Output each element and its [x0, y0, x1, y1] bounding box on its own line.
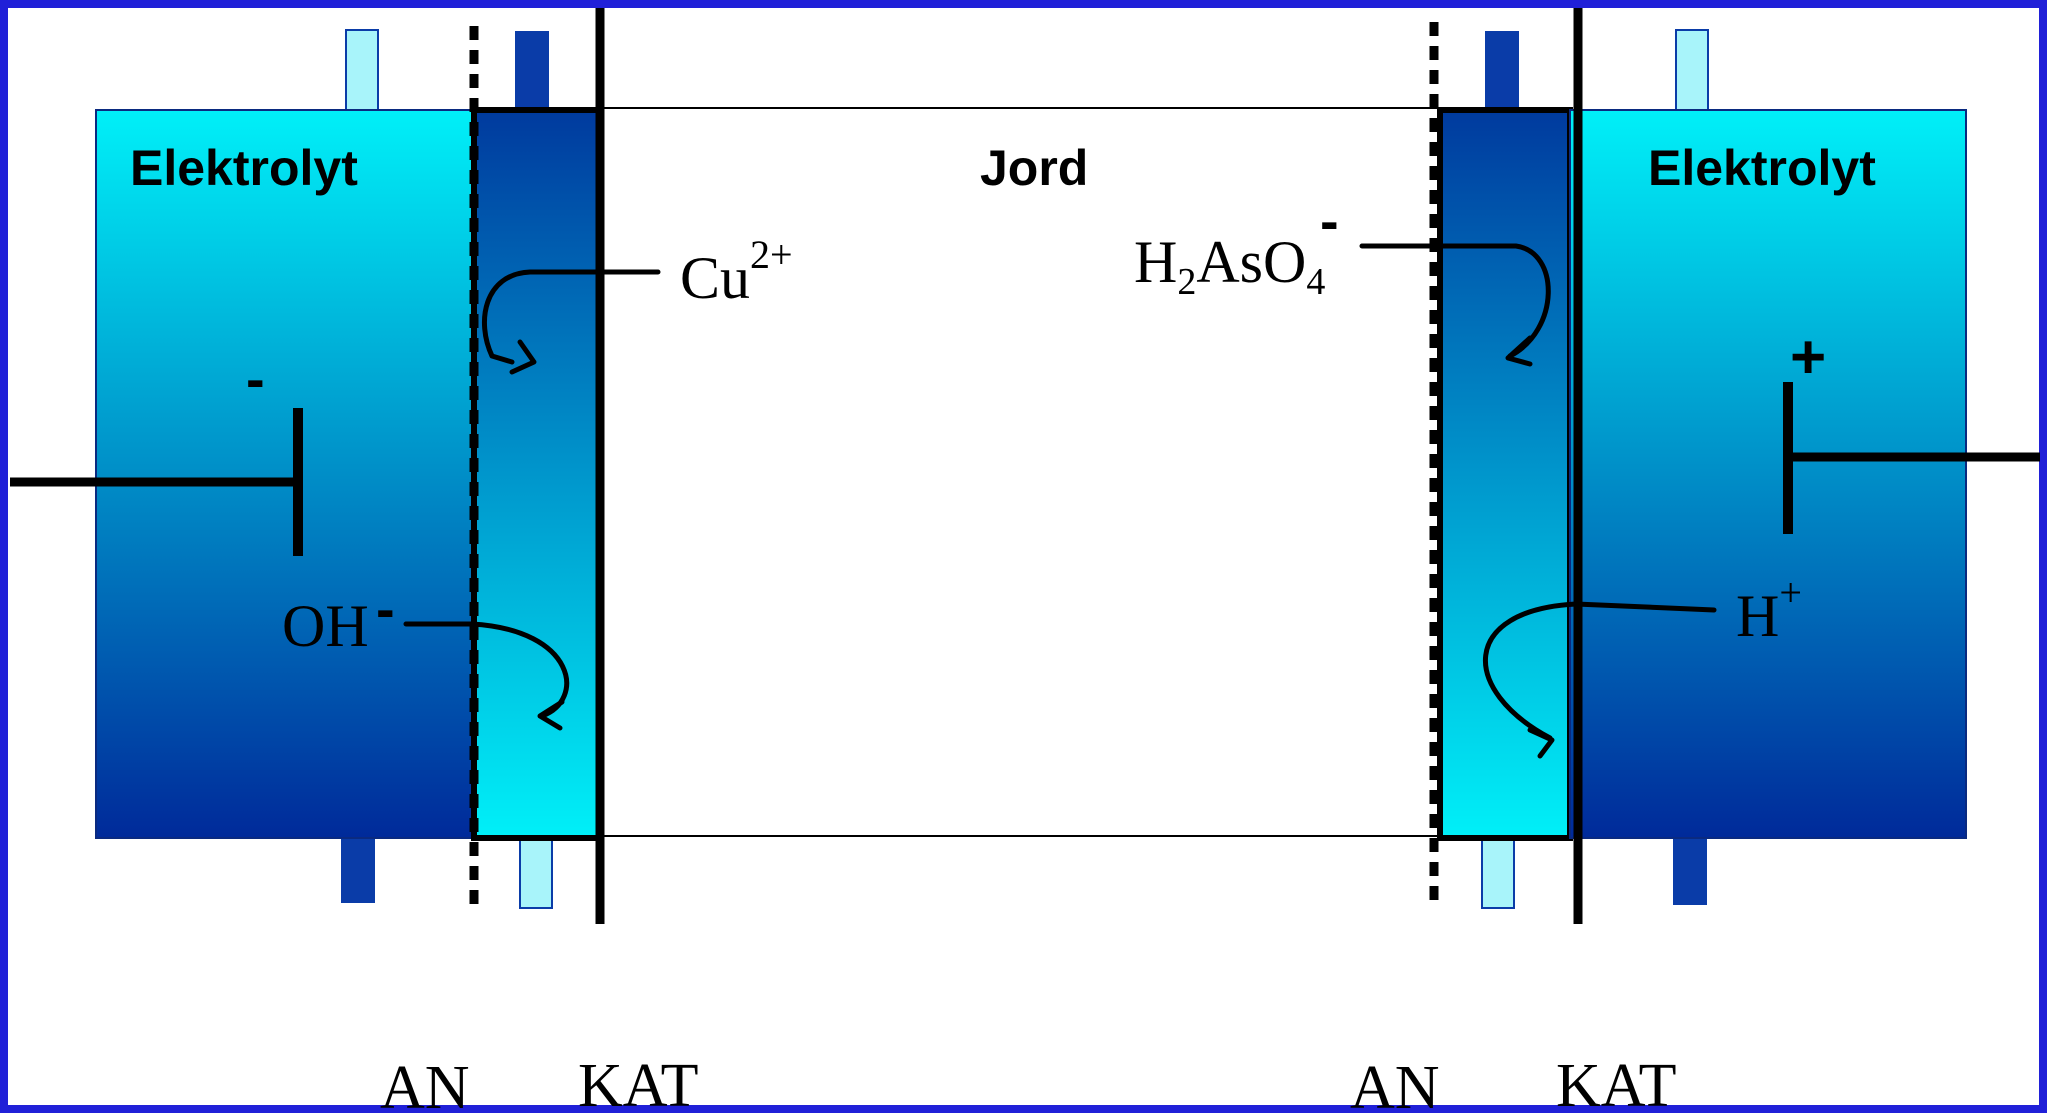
left-membrane-compartment	[471, 107, 603, 841]
soil-label: Jord	[980, 140, 1088, 196]
arsenate-ion-label: H2AsO4	[1134, 229, 1325, 303]
left-membrane-top-tube	[515, 31, 549, 111]
plus-sign: +	[1790, 323, 1826, 392]
arsenate-arrow-head	[1505, 335, 1533, 367]
right-membrane-top-tube	[1485, 31, 1519, 111]
right-chamber-bottom-tube	[1673, 835, 1707, 905]
cu-ion-label: Cu2+	[680, 232, 793, 311]
hydroxide-arrow-head	[537, 699, 565, 731]
hydroxide-charge: -	[376, 577, 395, 640]
right-cation-membrane-label: KAT	[1556, 1052, 1677, 1113]
proton-ion-label: H+	[1736, 570, 1802, 649]
right-electrolyte-chamber	[1569, 109, 1967, 839]
minus-sign: -	[246, 347, 265, 410]
left-cation-membrane-label: KAT	[578, 1052, 699, 1113]
right-chamber-top-tube	[1675, 29, 1709, 111]
right-electrolyte-label: Elektrolyt	[1648, 140, 1876, 196]
left-anion-membrane-label: AN	[380, 1054, 470, 1113]
proton-flow-arrow	[1483, 601, 1717, 741]
hydroxide-ion-label: OH	[282, 593, 369, 659]
right-membrane-compartment	[1437, 107, 1573, 841]
left-membrane-bottom-tube	[519, 835, 553, 909]
proton-arrow-head	[1527, 727, 1555, 759]
cu-arrow-head	[509, 339, 537, 375]
left-chamber-top-tube	[345, 29, 379, 111]
right-membrane-bottom-tube	[1481, 835, 1515, 909]
right-anion-membrane-label: AN	[1350, 1054, 1440, 1113]
cu-flow-arrow	[482, 269, 661, 365]
left-electrolyte-chamber	[95, 109, 475, 839]
soil-region	[599, 107, 1441, 837]
arsenate-charge: -	[1320, 189, 1339, 252]
left-electrolyte-label: Elektrolyt	[130, 140, 358, 196]
left-chamber-bottom-tube	[341, 835, 375, 903]
